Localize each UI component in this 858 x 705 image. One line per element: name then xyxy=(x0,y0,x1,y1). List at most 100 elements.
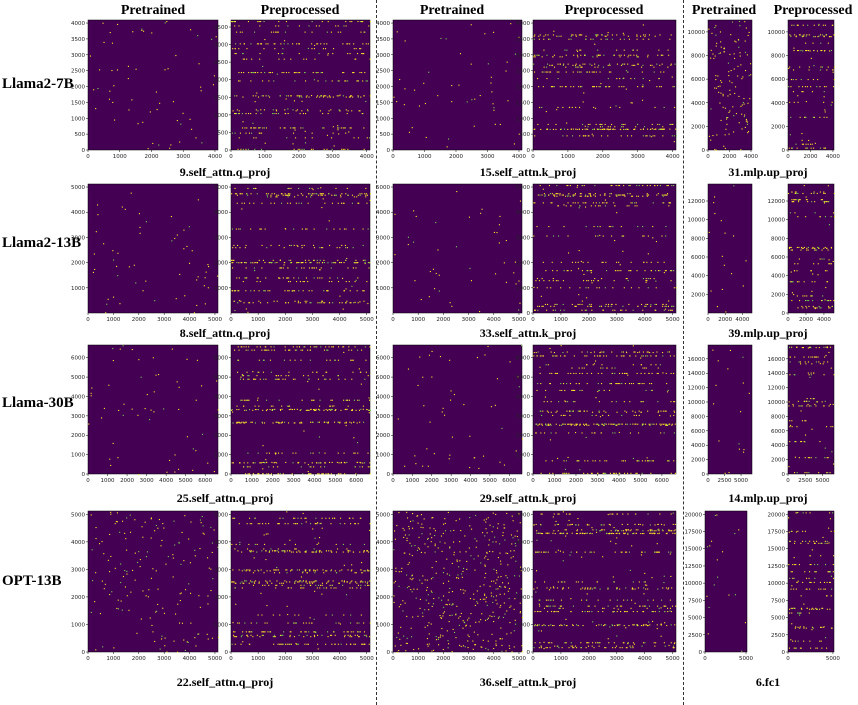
nonzero-cell xyxy=(642,401,644,403)
nonzero-cell xyxy=(823,116,825,118)
nonzero-cell xyxy=(624,472,626,474)
y-tick-label: 2000 xyxy=(214,433,228,439)
nonzero-cell xyxy=(611,34,613,36)
nonzero-cell xyxy=(262,127,264,129)
nonzero-cell xyxy=(439,356,441,358)
nonzero-cell xyxy=(282,634,284,636)
nonzero-cell xyxy=(622,126,624,128)
nonzero-cell xyxy=(813,65,815,67)
nonzero-cell xyxy=(552,280,554,282)
nonzero-cell xyxy=(186,641,188,643)
nonzero-cell xyxy=(255,127,257,129)
nonzero-cell xyxy=(396,31,398,33)
nonzero-cell xyxy=(231,409,233,411)
nonzero-cell xyxy=(632,309,634,311)
nonzero-cell xyxy=(252,302,254,304)
nonzero-cell xyxy=(309,569,311,571)
nonzero-cell xyxy=(670,401,672,403)
nonzero-cell xyxy=(636,54,638,56)
nonzero-cell xyxy=(404,40,406,42)
nonzero-cell xyxy=(197,633,199,635)
nonzero-cell xyxy=(244,262,246,264)
nonzero-cell xyxy=(413,241,415,243)
nonzero-cell xyxy=(582,128,584,130)
nonzero-cell xyxy=(234,548,236,550)
nonzero-cell xyxy=(327,53,329,55)
nonzero-cell xyxy=(650,389,652,391)
nonzero-cell xyxy=(719,102,721,104)
nonzero-cell xyxy=(637,86,639,88)
nonzero-cell xyxy=(329,96,331,98)
nonzero-cell xyxy=(345,228,347,230)
nonzero-cell xyxy=(312,72,314,74)
nonzero-cell xyxy=(819,116,821,118)
nonzero-cell xyxy=(347,110,349,112)
nonzero-cell xyxy=(649,424,651,426)
nonzero-cell xyxy=(247,569,249,571)
nonzero-cell xyxy=(237,422,239,424)
nonzero-cell xyxy=(246,58,248,60)
nonzero-cell xyxy=(651,383,653,385)
nonzero-cell xyxy=(571,367,573,369)
nonzero-cell xyxy=(369,399,371,401)
nonzero-cell xyxy=(265,95,267,97)
nonzero-cell xyxy=(183,229,185,231)
nonzero-cell xyxy=(543,35,545,37)
nonzero-cell xyxy=(354,281,356,283)
nonzero-cell xyxy=(537,309,539,311)
nonzero-cell xyxy=(666,185,668,187)
nonzero-cell xyxy=(353,437,355,439)
nonzero-cell xyxy=(274,452,276,454)
nonzero-cell xyxy=(251,132,253,134)
nonzero-cell xyxy=(259,53,261,55)
nonzero-cell xyxy=(563,309,565,311)
nonzero-cell xyxy=(599,126,601,128)
x-tick-label: 4000 xyxy=(512,154,526,160)
nonzero-cell xyxy=(572,195,574,197)
nonzero-cell xyxy=(724,134,726,136)
nonzero-cell xyxy=(289,244,291,246)
nonzero-cell xyxy=(624,194,626,196)
nonzero-cell xyxy=(629,432,631,434)
nonzero-cell xyxy=(590,472,592,474)
nonzero-cell xyxy=(139,226,141,228)
nonzero-cell xyxy=(534,56,536,58)
nonzero-cell xyxy=(335,409,337,411)
nonzero-cell xyxy=(231,259,233,261)
nonzero-cell xyxy=(99,543,101,545)
nonzero-cell xyxy=(538,38,540,40)
nonzero-cell xyxy=(650,261,652,263)
nonzero-cell xyxy=(562,303,564,305)
nonzero-cell xyxy=(278,21,280,23)
nonzero-cell xyxy=(564,400,566,402)
nonzero-cell xyxy=(586,351,588,353)
nonzero-cell xyxy=(566,410,568,412)
nonzero-cell xyxy=(651,128,653,130)
nonzero-cell xyxy=(616,49,618,51)
nonzero-cell xyxy=(309,262,311,264)
nonzero-cell xyxy=(318,542,320,544)
nonzero-cell xyxy=(549,383,551,385)
nonzero-cell xyxy=(288,259,290,261)
nonzero-cell xyxy=(599,234,601,236)
nonzero-cell xyxy=(833,463,835,465)
nonzero-cell xyxy=(256,622,258,624)
nonzero-cell xyxy=(290,643,292,645)
nonzero-cell xyxy=(317,409,319,411)
nonzero-cell xyxy=(335,587,337,589)
nonzero-cell xyxy=(611,303,613,305)
nonzero-cell xyxy=(364,259,366,261)
nonzero-cell xyxy=(549,472,551,474)
nonzero-cell xyxy=(297,302,299,304)
x-tick-label: 2000 xyxy=(425,478,439,484)
nonzero-cell xyxy=(614,128,616,130)
nonzero-cell xyxy=(802,307,804,309)
nonzero-cell xyxy=(267,43,269,45)
nonzero-cell xyxy=(823,202,825,204)
nonzero-cell xyxy=(286,581,288,583)
nonzero-cell xyxy=(361,581,363,583)
nonzero-cell xyxy=(260,43,262,45)
nonzero-cell xyxy=(609,128,611,130)
nonzero-cell xyxy=(358,399,360,401)
nonzero-cell xyxy=(261,631,263,633)
